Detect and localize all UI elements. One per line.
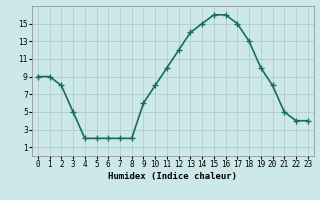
X-axis label: Humidex (Indice chaleur): Humidex (Indice chaleur) <box>108 172 237 181</box>
